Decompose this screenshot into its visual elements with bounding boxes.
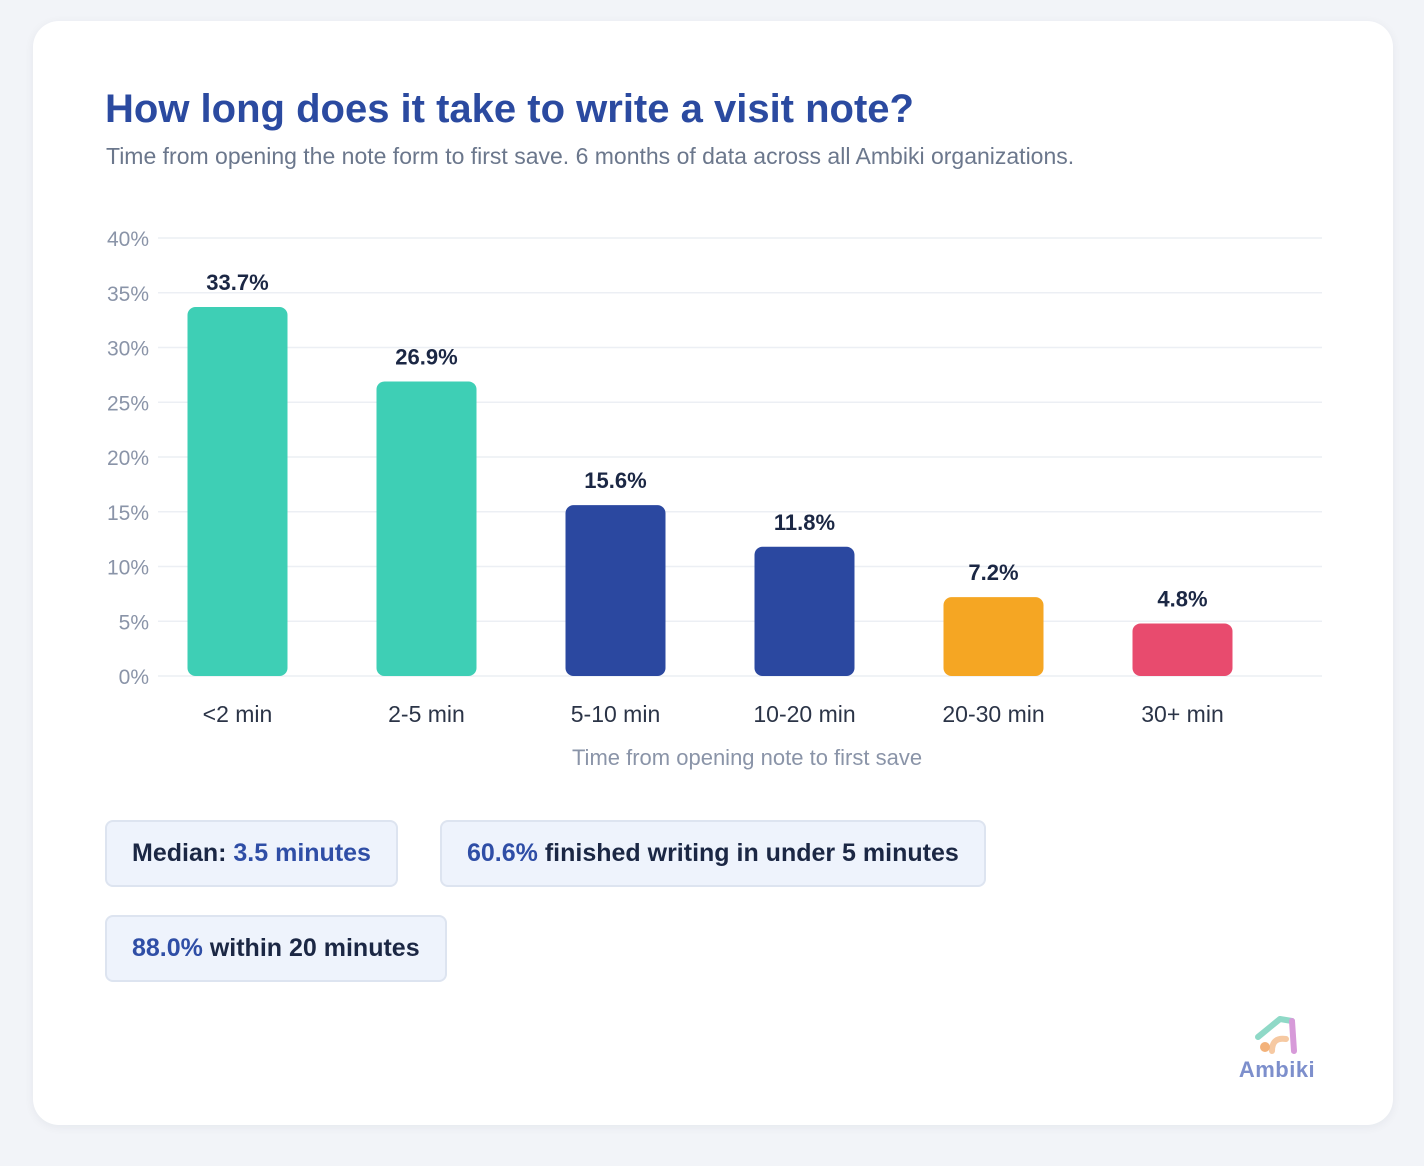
bar-value-label: 7.2%	[968, 560, 1018, 585]
bar-value-label: 4.8%	[1157, 586, 1207, 611]
chart-card: How long does it take to write a visit n…	[33, 21, 1393, 1125]
y-tick-label: 10%	[107, 557, 149, 580]
bar	[1132, 623, 1233, 676]
y-axis-ticks: 0% 5% 10% 15% 20% 25% 30% 35% 40%	[107, 228, 149, 689]
bar-chart: 0% 5% 10% 15% 20% 25% 30% 35% 40% 33.7% 26.9% 15.6…	[107, 228, 1322, 770]
under-5-minutes-stat: 60.6% finished writing in under 5 minute…	[440, 820, 986, 887]
bar-value-labels: 33.7% 26.9% 15.6% 11.8% 7.2% 4.8%	[206, 270, 1207, 611]
y-tick-label: 30%	[107, 338, 149, 361]
x-tick-label: <2 min	[203, 701, 273, 727]
y-tick-label: 20%	[107, 447, 149, 470]
ambiki-logo: Ambiki	[1232, 1011, 1322, 1086]
bar	[187, 306, 288, 676]
y-tick-label: 40%	[107, 228, 149, 251]
median-value: 3.5 minutes	[233, 839, 371, 867]
bar-value-label: 15.6%	[584, 468, 646, 493]
x-tick-label: 30+ min	[1141, 701, 1223, 727]
x-tick-label: 5-10 min	[571, 701, 660, 727]
x-tick-label: 10-20 min	[753, 701, 855, 727]
x-tick-label: 2-5 min	[388, 701, 465, 727]
median-stat: Median: 3.5 minutes	[105, 820, 398, 887]
bar-value-label: 11.8%	[774, 510, 835, 535]
x-axis-title: Time from opening note to first save	[572, 745, 922, 770]
bar	[754, 546, 855, 676]
chart-title: How long does it take to write a visit n…	[105, 87, 914, 131]
under-5-value: 60.6%	[467, 839, 538, 867]
bar-value-label: 26.9%	[395, 344, 457, 369]
bar	[376, 381, 477, 676]
ambiki-logo-icon	[1255, 1016, 1297, 1054]
bar	[565, 505, 666, 676]
grid-lines	[158, 237, 1322, 677]
y-tick-label: 25%	[107, 392, 149, 415]
y-tick-label: 0%	[119, 666, 149, 689]
bar-value-label: 33.7%	[206, 270, 268, 295]
within-20-minutes-stat: 88.0% within 20 minutes	[105, 915, 447, 982]
bars	[187, 306, 1233, 676]
x-axis-ticks: <2 min 2-5 min 5-10 min 10-20 min 20-30 min 3…	[203, 701, 1224, 727]
y-tick-label: 35%	[107, 283, 149, 306]
median-label: Median:	[132, 839, 227, 867]
y-tick-label: 5%	[119, 611, 149, 634]
x-tick-label: 20-30 min	[942, 701, 1044, 727]
within-20-text: within 20 minutes	[209, 934, 420, 962]
within-20-value: 88.0%	[132, 934, 203, 962]
under-5-text: finished writing in under 5 minutes	[544, 839, 959, 867]
bar	[943, 597, 1044, 676]
chart-subtitle: Time from opening the note form to first…	[106, 143, 1075, 169]
y-tick-label: 15%	[107, 502, 149, 525]
ambiki-logo-text: Ambiki	[1238, 1057, 1316, 1082]
